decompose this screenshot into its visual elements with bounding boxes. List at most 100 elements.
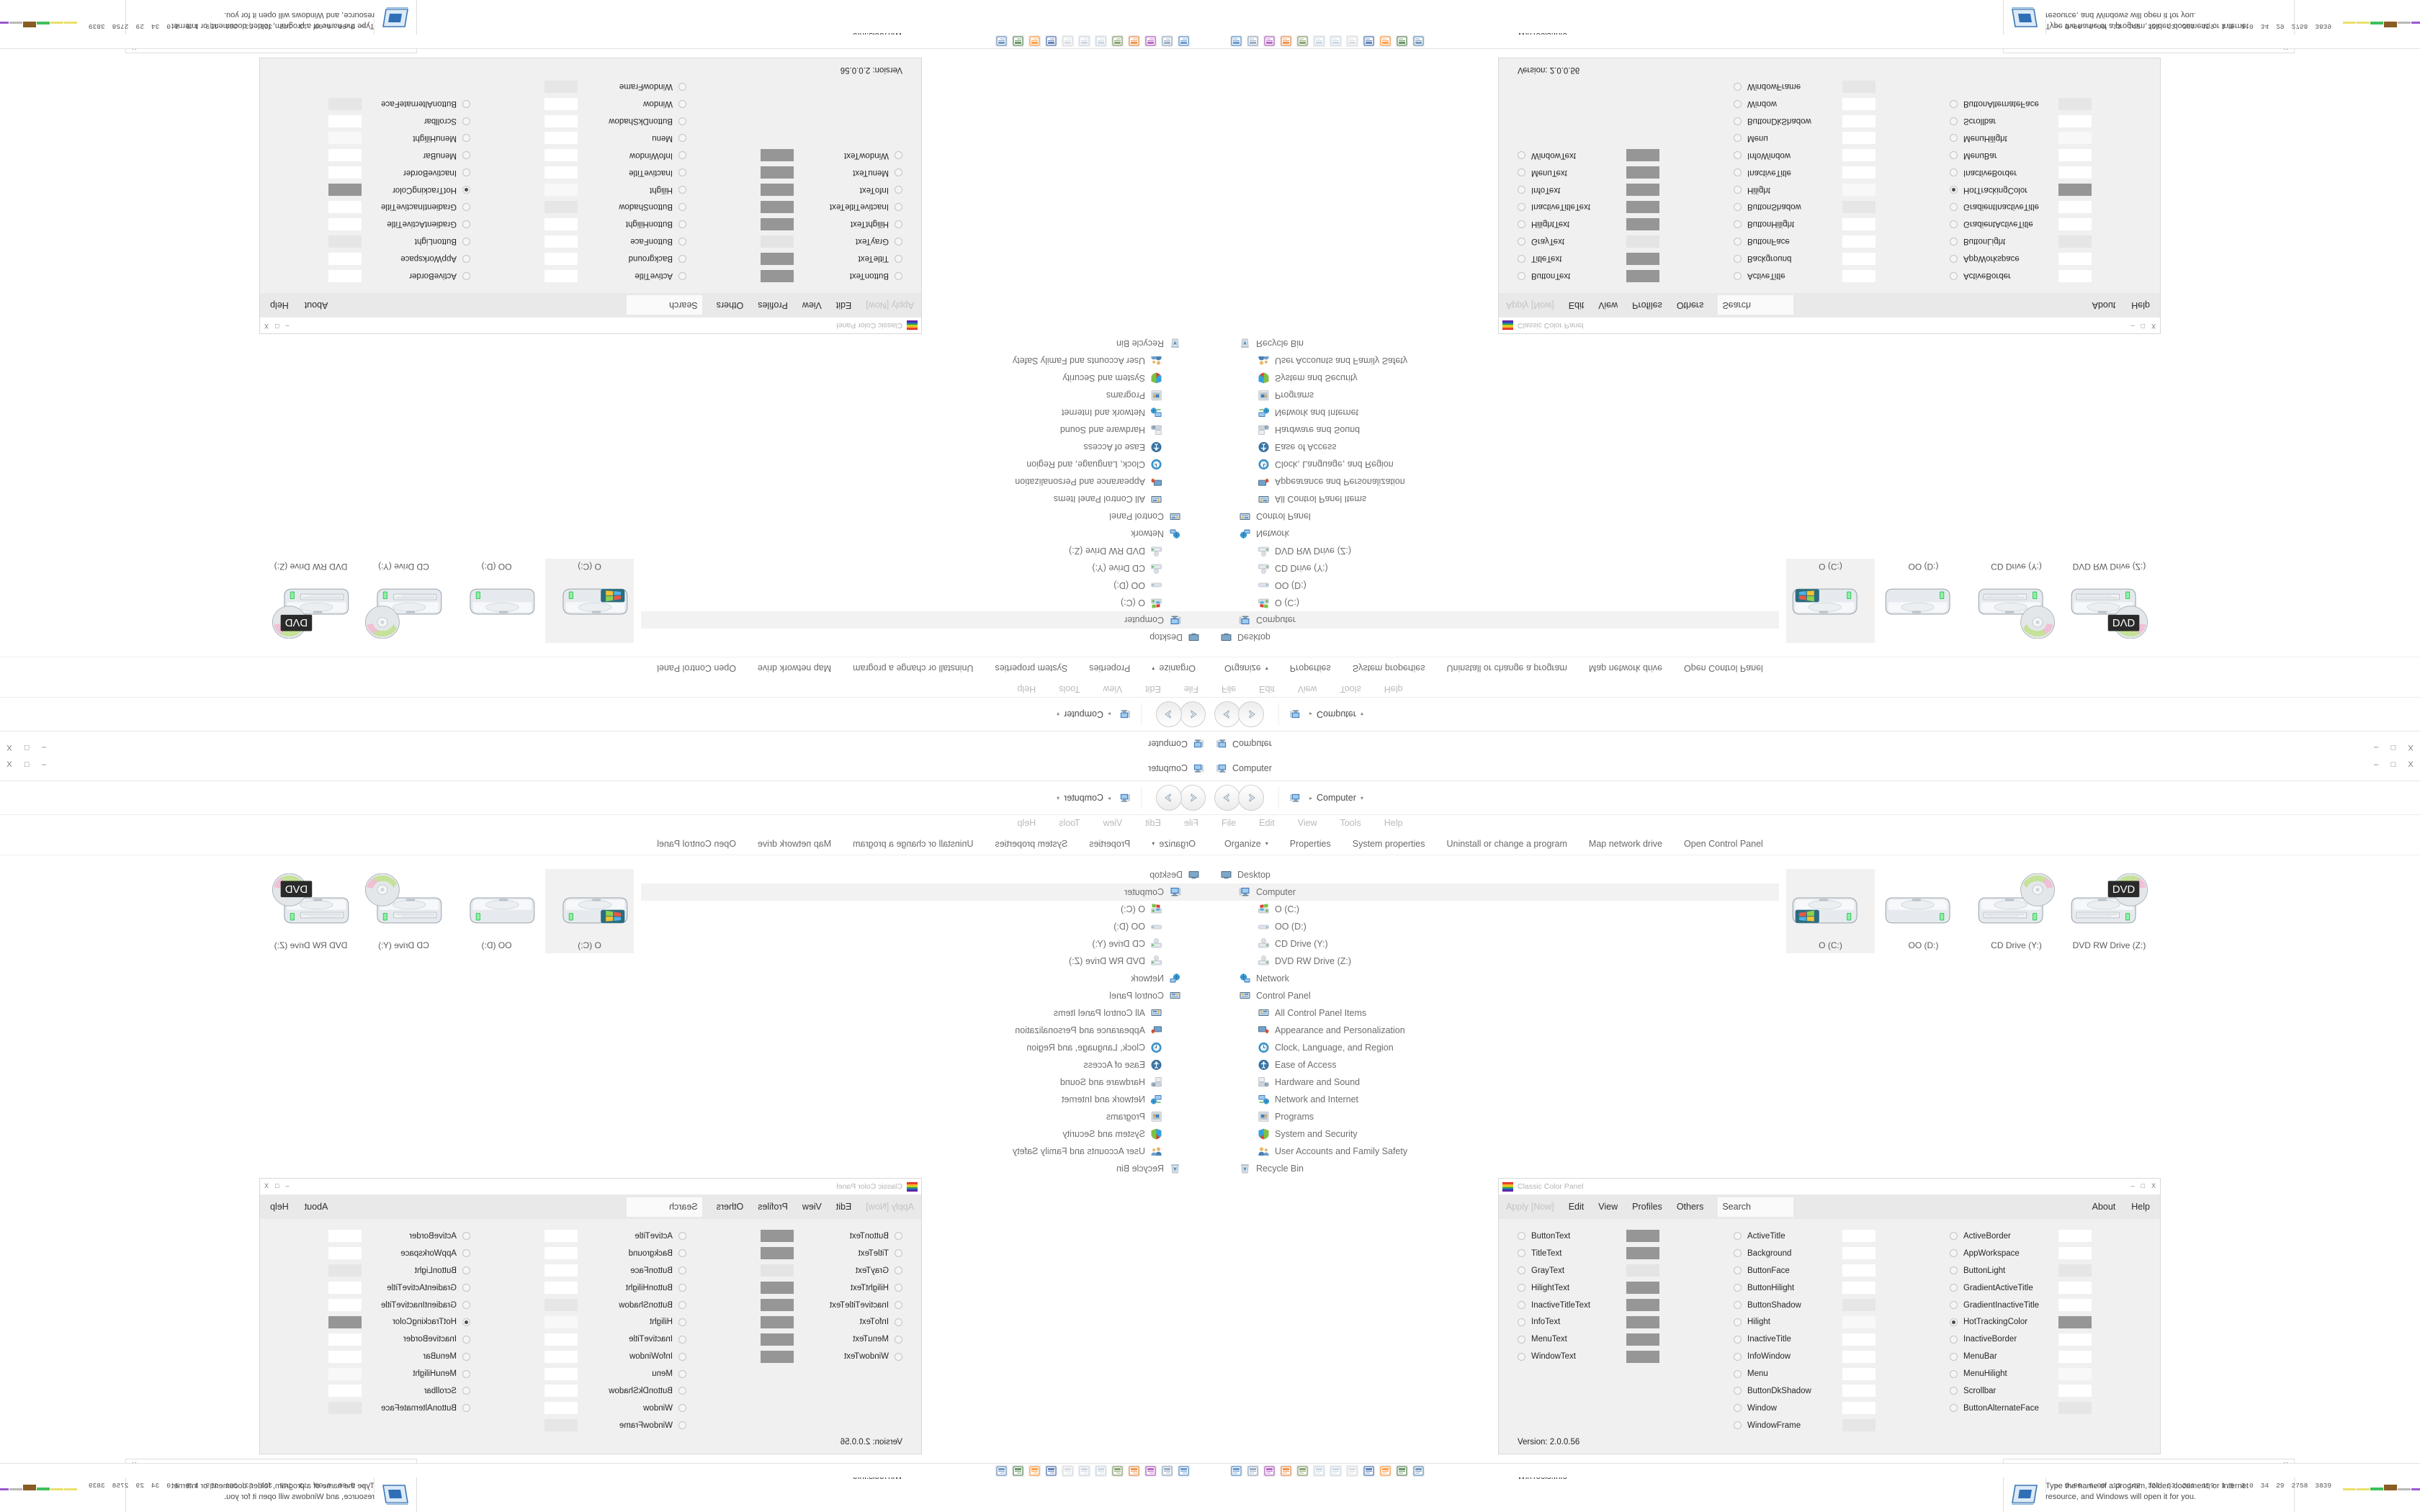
color-radio-InactiveBorder[interactable]: [462, 1335, 470, 1344]
ccp-window-controls[interactable]: – □ X: [2131, 322, 2156, 330]
ccp-apply-now-button[interactable]: Apply [Now]: [866, 300, 914, 310]
tree-item[interactable]: Control Panel: [1210, 508, 1779, 525]
explorer-commandbar[interactable]: Organize ▾ Properties System properties …: [0, 832, 1210, 855]
color-swatch-InactiveTitle[interactable]: [544, 166, 578, 179]
color-swatch-ButtonHilight[interactable]: [544, 1282, 578, 1295]
explorer-commandbar[interactable]: Organize ▾ Properties System properties …: [1210, 832, 2420, 855]
color-setting-row[interactable]: GradientActiveTitle: [261, 215, 489, 233]
color-setting-row[interactable]: HilightText: [1499, 215, 1715, 233]
color-radio-ButtonLight[interactable]: [462, 237, 470, 246]
taskbar-save-tool-icon[interactable]: [1363, 1464, 1375, 1477]
color-swatch-GrayText[interactable]: [761, 235, 794, 248]
close-icon[interactable]: X: [6, 760, 12, 769]
color-radio-InactiveTitle[interactable]: [678, 1335, 686, 1344]
color-radio-HilightText[interactable]: [895, 1284, 902, 1292]
color-swatch-ButtonShadow[interactable]: [544, 1299, 578, 1311]
taskbar[interactable]: [1210, 35, 2420, 49]
color-radio-ActiveBorder[interactable]: [1950, 271, 1958, 280]
color-setting-row[interactable]: ButtonText: [705, 267, 921, 284]
close-icon[interactable]: X: [264, 1182, 269, 1189]
color-radio-InactiveBorder[interactable]: [1950, 1335, 1958, 1344]
color-radio-ActiveBorder[interactable]: [462, 271, 470, 280]
color-setting-row[interactable]: ButtonText: [1499, 1228, 1715, 1245]
color-setting-row[interactable]: GradientInactiveTitle: [1931, 1297, 2159, 1314]
color-swatch-WindowFrame[interactable]: [544, 1419, 578, 1432]
taskbar-color-panel-icon[interactable]: [1379, 1464, 1392, 1477]
menu-view[interactable]: View: [1103, 684, 1123, 694]
color-radio-AppWorkspace[interactable]: [1950, 1249, 1958, 1258]
color-setting-row[interactable]: GradientInactiveTitle: [261, 1297, 489, 1314]
color-setting-row[interactable]: Background: [489, 1245, 705, 1262]
explorer-window[interactable]: Computer – □ X: [1210, 49, 2420, 756]
color-setting-row[interactable]: ButtonFace: [489, 233, 705, 250]
tree-item[interactable]: Hardware and Sound: [641, 1074, 1210, 1091]
quadrant-bottom-right[interactable]: Computer – □ X: [1210, 756, 2420, 1512]
cmd-map-network-drive[interactable]: Map network drive: [1588, 838, 1663, 849]
color-radio-Background[interactable]: [1734, 1249, 1742, 1258]
tree-item[interactable]: System and Security: [1210, 1125, 1779, 1143]
color-setting-row[interactable]: Hilight: [1715, 181, 1931, 199]
explorer-window-controls[interactable]: – □ X: [4, 743, 49, 752]
color-swatch-AppWorkspace[interactable]: [2058, 1247, 2092, 1260]
color-radio-ActiveTitle[interactable]: [1734, 1232, 1742, 1241]
tree-item[interactable]: Desktop: [641, 866, 1210, 883]
color-swatch-TitleText[interactable]: [1626, 1247, 1659, 1260]
classic-color-panel-window[interactable]: Classic Color Panel – □ X Apply [Now] Ed…: [1498, 1178, 2161, 1481]
color-radio-HotTrackingColor[interactable]: [462, 186, 470, 194]
taskbar[interactable]: [0, 35, 1210, 49]
color-radio-Menu[interactable]: [678, 1369, 686, 1378]
color-setting-row[interactable]: ButtonText: [705, 1228, 921, 1245]
ccp-menu-help[interactable]: Help: [2131, 300, 2150, 310]
color-swatch-MenuHilight[interactable]: [2058, 1367, 2092, 1380]
color-setting-row[interactable]: ButtonLight: [1931, 233, 2159, 250]
taskbar-display-config-icon[interactable]: [1296, 35, 1309, 48]
menu-file[interactable]: File: [1222, 684, 1237, 694]
tree-item[interactable]: OO (D:): [1210, 918, 1779, 935]
color-swatch-InfoWindow[interactable]: [544, 1350, 578, 1363]
menu-edit[interactable]: Edit: [1145, 818, 1161, 828]
color-swatch-InactiveBorder[interactable]: [2058, 1333, 2092, 1346]
chevron-down-icon[interactable]: ▾: [1152, 665, 1155, 672]
color-radio-WindowFrame[interactable]: [678, 82, 686, 91]
tree-item[interactable]: Clock, Language, and Region: [641, 456, 1210, 473]
color-radio-MenuBar[interactable]: [462, 151, 470, 160]
taskbar-remote-desktop-icon[interactable]: [1247, 35, 1259, 48]
color-setting-row[interactable]: Scrollbar: [261, 1382, 489, 1400]
color-swatch-ButtonShadow[interactable]: [544, 201, 578, 213]
color-setting-row[interactable]: Scrollbar: [1931, 112, 2159, 130]
color-swatch-TitleText[interactable]: [1626, 252, 1659, 265]
tree-item[interactable]: CD Drive (Y:): [641, 559, 1210, 577]
color-setting-row[interactable]: InactiveBorder: [261, 1331, 489, 1348]
color-radio-Menu[interactable]: [1734, 134, 1742, 143]
color-setting-row[interactable]: MenuHilight: [261, 130, 489, 147]
tree-item[interactable]: Ease of Access: [641, 1056, 1210, 1074]
color-setting-row[interactable]: HotTrackingColor: [1931, 1313, 2159, 1331]
ccp-menubar[interactable]: Apply [Now] Edit View Profiles Others Se…: [260, 293, 921, 318]
color-setting-row[interactable]: ActiveBorder: [1931, 1228, 2159, 1245]
taskbar-browser-alt-icon[interactable]: [1144, 35, 1157, 48]
color-radio-ActiveTitle[interactable]: [1734, 271, 1742, 280]
tree-item[interactable]: Ease of Access: [1210, 438, 1779, 456]
color-setting-row[interactable]: GrayText: [705, 233, 921, 250]
taskbar-notepad2-icon[interactable]: [1078, 35, 1090, 48]
ccp-apply-now-button[interactable]: Apply [Now]: [1506, 1202, 1554, 1212]
color-radio-ButtonAlternateFace[interactable]: [1950, 1404, 1958, 1413]
color-swatch-InactiveTitleText[interactable]: [1626, 1299, 1659, 1311]
ccp-menu-profiles[interactable]: Profiles: [1632, 1202, 1662, 1212]
back-button[interactable]: [1214, 701, 1240, 727]
color-swatch-ButtonFace[interactable]: [544, 235, 578, 248]
color-radio-InactiveBorder[interactable]: [1950, 168, 1958, 177]
ccp-search-input[interactable]: Search: [1718, 295, 1794, 315]
color-setting-row[interactable]: Background: [489, 250, 705, 267]
color-swatch-ButtonFace[interactable]: [544, 1264, 578, 1277]
tree-item[interactable]: Programs: [1210, 387, 1779, 404]
menu-help[interactable]: Help: [1017, 684, 1036, 694]
taskbar-news-app-icon[interactable]: [1178, 35, 1190, 48]
color-radio-MenuHilight[interactable]: [1950, 134, 1958, 143]
color-radio-HotTrackingColor[interactable]: [1950, 1318, 1958, 1326]
color-swatch-Window[interactable]: [544, 97, 578, 110]
color-swatch-MenuText[interactable]: [761, 166, 794, 179]
color-radio-Scrollbar[interactable]: [1950, 117, 1958, 125]
color-radio-HotTrackingColor[interactable]: [1950, 186, 1958, 194]
drive-item[interactable]: CD Drive (Y:): [1972, 559, 2061, 643]
